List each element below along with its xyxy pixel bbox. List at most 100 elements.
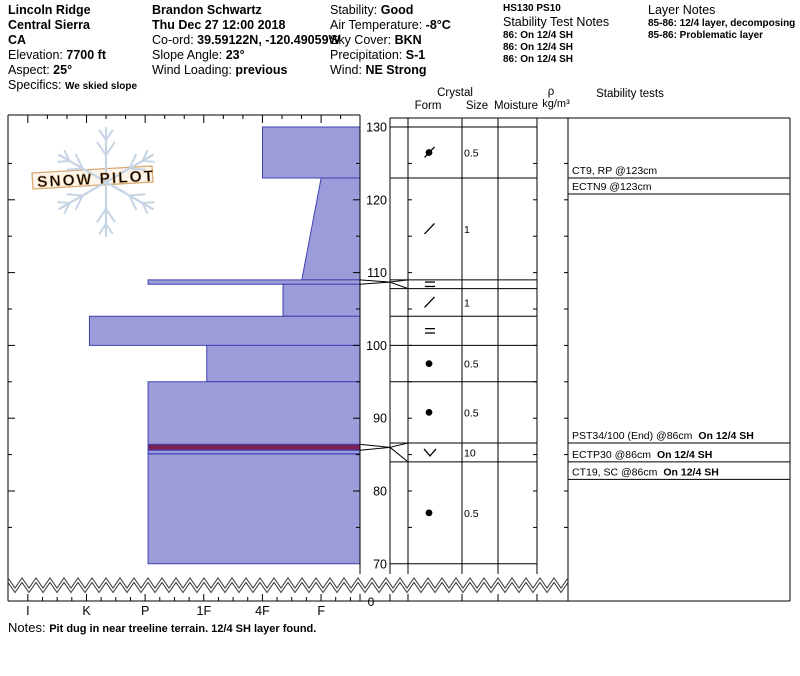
grain-form-rounds (425, 408, 433, 416)
grain-form-rounds (425, 509, 433, 517)
notes-label: Notes: (8, 620, 46, 635)
thin-layer-callout (389, 446, 409, 463)
grain-size-value: 1 (464, 297, 470, 309)
snowflake-icon (57, 159, 70, 163)
depth-axis-label: 110 (367, 266, 387, 280)
grain-form-decomposing-fragments (424, 296, 435, 308)
column-header-density: ρ (548, 86, 555, 98)
thin-layer-callout (359, 281, 391, 285)
depth-axis-label: 80 (373, 485, 387, 499)
thin-layer-callout (389, 281, 409, 290)
stability-test-label: CT19, SC @86cm On 12/4 SH (572, 466, 719, 478)
snowflake-icon (98, 223, 107, 235)
wind-loading-value: previous (235, 63, 288, 77)
column-header-moisture: Moisture (494, 100, 538, 112)
snowflake-icon (128, 195, 138, 211)
aspect-label: Aspect: (8, 63, 50, 77)
depth-axis-label: 90 (373, 412, 387, 426)
precip-value: S-1 (405, 48, 426, 62)
elevation-value: 7700 ft (66, 48, 106, 62)
slope-angle-label: Slope Angle: (152, 48, 223, 62)
column-header-density-unit: kg/m³ (542, 98, 570, 110)
snow-layer (261, 126, 361, 179)
depth-axis-label: 130 (366, 121, 387, 135)
specifics-value: We skied slope (64, 81, 138, 92)
depth-axis-label: 70 (373, 557, 387, 571)
sky-cover-label: Sky Cover: (330, 33, 392, 47)
grain-form-decomposing-and-rounded (424, 146, 435, 158)
depth-axis-label: 120 (366, 193, 387, 207)
column-header-crystal: Crystal (437, 87, 473, 99)
snowflake-icon (105, 208, 116, 223)
snow-layer (147, 279, 361, 285)
column-header-form: Form (415, 100, 442, 112)
thin-layer-callout (359, 279, 391, 283)
snow-layer (147, 449, 361, 565)
wind-label: Wind: (330, 63, 362, 77)
flagged-snow-layer (147, 443, 361, 451)
hardness-axis-label: I (26, 604, 29, 618)
column-header-stability-tests: Stability tests (596, 88, 664, 100)
watermark-text: SNOW PILOT (37, 168, 156, 191)
test-note: 86: On 12/4 SH (503, 42, 574, 53)
hardness-axis-label: K (82, 604, 91, 618)
coord-label: Co-ord: (152, 33, 194, 47)
snowflake-icon (129, 193, 146, 197)
grain-form-surface-hoar (423, 448, 437, 457)
observer-name: Brandon Schwartz (152, 3, 262, 17)
layer-notes-title: Layer Notes (648, 3, 716, 17)
precip-label: Precipitation: (330, 48, 403, 62)
snow-layer (147, 381, 361, 445)
snowflake-icon (141, 202, 149, 215)
grain-form-decomposing-fragments (424, 222, 435, 235)
hs-ps-summary: HS130 PS10 (503, 3, 561, 14)
stability-test-label: ECTN9 @123cm (572, 181, 652, 193)
snowflake-icon (57, 201, 70, 205)
grain-form-crust (425, 327, 435, 334)
notes-text: Pit dug in near treeline terrain. 12/4 S… (49, 623, 317, 635)
stability-test-label: CT9, RP @123cm (572, 165, 657, 177)
header-location: Lincoln Ridge Central Sierra CA Elevatio… (8, 3, 137, 94)
snowflake-icon (66, 193, 83, 197)
snow-layer (282, 283, 361, 317)
grain-size-value: 0.5 (464, 407, 479, 419)
aspect-value: 25° (53, 63, 73, 77)
grain-size-value: 1 (464, 224, 470, 236)
snow-layer (88, 315, 361, 346)
snowflake-icon (66, 167, 83, 171)
snow-layer (206, 344, 361, 383)
snowflake-icon (141, 149, 149, 162)
layer-note: 85-86: 12/4 layer, decomposing (648, 18, 796, 29)
grain-size-value: 0.5 (464, 359, 479, 371)
snowflake-icon (96, 141, 107, 156)
hardness-axis-label: 4F (255, 604, 270, 618)
ground-depth-label: 0 (368, 595, 375, 609)
elevation-label: Elevation: (8, 48, 63, 62)
snowflake-icon (142, 159, 155, 163)
stability-test-label: PST34/100 (End) @86cm On 12/4 SH (572, 430, 754, 442)
hardness-axis-label: 1F (197, 604, 212, 618)
test-note: 86: On 12/4 SH (503, 30, 574, 41)
snowflake-icon (142, 201, 155, 205)
sky-cover-value: BKN (394, 33, 422, 47)
site-name: Lincoln Ridge (8, 3, 91, 17)
test-notes-title: Stability Test Notes (503, 15, 610, 29)
site-region: Central Sierra (8, 18, 90, 32)
site-state: CA (8, 33, 27, 47)
snow-layer (301, 177, 361, 281)
thin-layer-callout (359, 443, 391, 448)
snowflake-icon (74, 153, 84, 169)
snowflake-icon (105, 223, 114, 235)
test-note: 86: On 12/4 SH (503, 54, 574, 65)
layer-note: 85-86: Problematic layer (648, 30, 764, 41)
grain-size-value: 0.5 (464, 508, 479, 520)
header-conditions: Stability: Good Air Temperature: -8°C Sk… (330, 3, 451, 78)
header-test-notes: HS130 PS10 Stability Test Notes 86: On 1… (503, 3, 609, 66)
snowflake-icon (129, 167, 146, 171)
pit-datetime: Thu Dec 27 12:00 2018 (152, 18, 286, 32)
header-observer: Brandon Schwartz Thu Dec 27 12:00 2018 C… (152, 3, 340, 78)
grain-size-value: 10 (464, 447, 476, 459)
thin-layer-callout (359, 446, 391, 451)
